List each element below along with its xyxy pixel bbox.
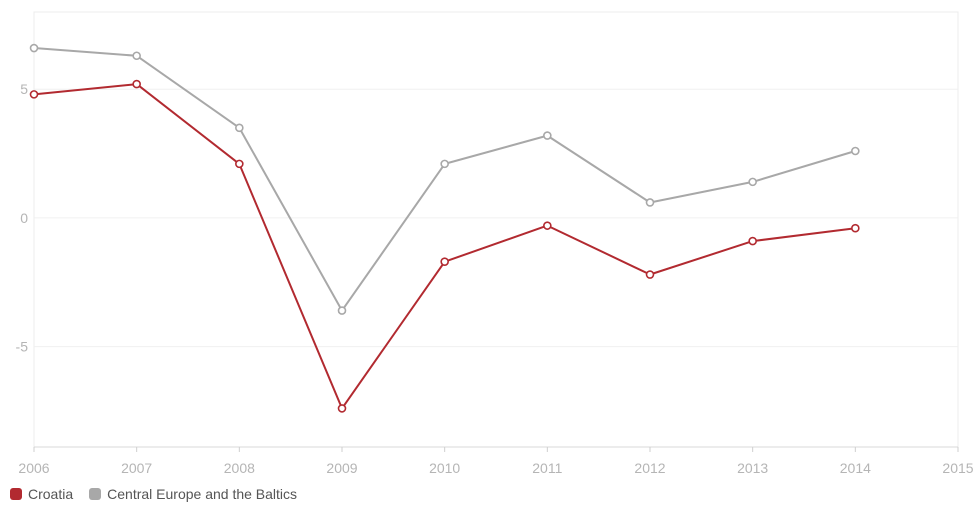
data-point-croatia-2006 [29, 90, 39, 99]
legend-swatch-central-europe [89, 488, 102, 500]
series-line-central-europe-and-the-baltics [33, 47, 856, 312]
plot-frame [33, 11, 959, 448]
data-point-croatia-2008 [235, 159, 244, 169]
data-point-central-europe-and-the-baltics-2009 [337, 306, 347, 315]
legend-label-central-europe: Central Europe and the Baltics [107, 486, 298, 502]
data-point-croatia-2011 [543, 221, 552, 230]
tick-labels: 5 0 -5 2006 2007 2008 2009 2010 2011 2012 2013 2014… [16, 81, 974, 476]
data-point-croatia-2007 [132, 79, 141, 89]
legend-label-croatia: Croatia [28, 486, 74, 502]
data-point-croatia-2014 [851, 223, 860, 233]
legend: Croatia Central Europe and the Baltics [10, 486, 307, 502]
series-layer [29, 43, 860, 413]
x-tick-label: 2012 [634, 460, 665, 476]
data-point-central-europe-and-the-baltics-2008 [235, 123, 244, 133]
data-point-central-europe-and-the-baltics-2010 [440, 159, 449, 169]
data-point-croatia-2012 [645, 270, 655, 279]
data-point-croatia-2010 [440, 257, 449, 266]
series-line-croatia [33, 83, 856, 410]
x-tick-label: 2006 [18, 460, 49, 476]
x-tick-label: 2014 [840, 460, 871, 476]
data-point-central-europe-and-the-baltics-2013 [748, 177, 757, 187]
x-tick-label: 2015 [942, 460, 973, 476]
data-point-central-europe-and-the-baltics-2014 [851, 146, 860, 156]
axis-layer [33, 446, 959, 452]
data-point-central-europe-and-the-baltics-2012 [645, 198, 655, 207]
x-tick-label: 2009 [326, 460, 357, 476]
x-tick-label: 2008 [224, 460, 255, 476]
y-tick-label: 5 [20, 81, 28, 97]
data-point-central-europe-and-the-baltics-2006 [29, 43, 39, 53]
data-point-croatia-2009 [337, 404, 347, 413]
legend-swatch-croatia [10, 488, 22, 500]
x-tick-label: 2007 [121, 460, 152, 476]
legend-item-croatia[interactable]: Croatia [10, 486, 73, 502]
y-tick-label: -5 [16, 339, 29, 355]
data-point-croatia-2013 [748, 236, 757, 246]
data-point-central-europe-and-the-baltics-2011 [543, 131, 552, 140]
legend-item-central-europe[interactable]: Central Europe and the Baltics [89, 486, 297, 502]
x-tick-label: 2011 [532, 460, 562, 476]
x-tick-label: 2010 [429, 460, 460, 476]
x-tick-label: 2013 [737, 460, 768, 476]
data-point-central-europe-and-the-baltics-2007 [132, 51, 141, 61]
grid-layer [33, 11, 959, 448]
y-tick-label: 0 [20, 210, 28, 226]
